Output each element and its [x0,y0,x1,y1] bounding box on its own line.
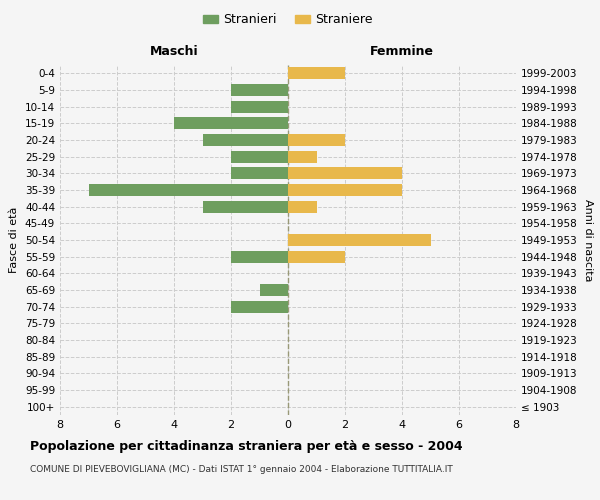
Bar [288,234,431,246]
Text: COMUNE DI PIEVEBOVIGLIANA (MC) - Dati ISTAT 1° gennaio 2004 - Elaborazione TUTTI: COMUNE DI PIEVEBOVIGLIANA (MC) - Dati IS… [30,465,453,474]
Bar [203,200,288,212]
Y-axis label: Anni di nascita: Anni di nascita [583,198,593,281]
Text: Popolazione per cittadinanza straniera per età e sesso - 2004: Popolazione per cittadinanza straniera p… [30,440,463,453]
Text: Femmine: Femmine [370,46,434,59]
Bar [260,284,288,296]
Bar [288,168,402,179]
Bar [288,150,317,162]
Bar [288,250,345,262]
Bar [288,68,345,80]
Bar [288,200,317,212]
Legend: Stranieri, Straniere: Stranieri, Straniere [198,8,378,31]
Text: Maschi: Maschi [149,46,199,59]
Bar [288,184,402,196]
Bar [231,150,288,162]
Bar [89,184,288,196]
Bar [174,118,288,130]
Bar [231,250,288,262]
Bar [231,300,288,312]
Bar [231,84,288,96]
Bar [231,100,288,112]
Bar [288,134,345,146]
Y-axis label: Fasce di età: Fasce di età [10,207,19,273]
Bar [231,168,288,179]
Bar [203,134,288,146]
